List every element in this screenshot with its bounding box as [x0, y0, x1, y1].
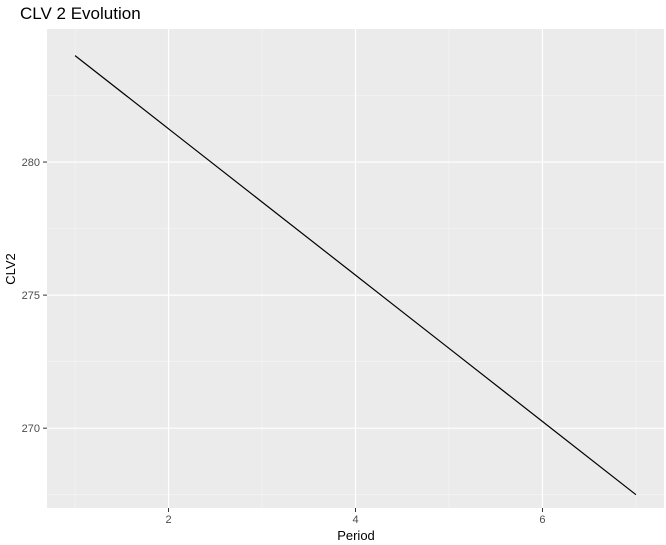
y-tick-label: 270	[22, 423, 40, 435]
series-layer	[74, 55, 637, 496]
x-tick-label: 4	[352, 514, 358, 526]
y-tick-label: 280	[22, 157, 40, 169]
x-axis: 2 4 6	[165, 508, 546, 526]
y-tick-label: 275	[22, 290, 40, 302]
x-axis-title: Period	[337, 528, 375, 543]
x-tick-label: 2	[165, 514, 171, 526]
x-tick-label: 6	[539, 514, 545, 526]
major-gridlines	[47, 29, 664, 508]
chart-title: CLV 2 Evolution	[20, 4, 141, 23]
y-axis: 270 275 280	[22, 157, 47, 435]
y-axis-title: CLV2	[3, 253, 18, 285]
series-line-0	[74, 55, 637, 496]
